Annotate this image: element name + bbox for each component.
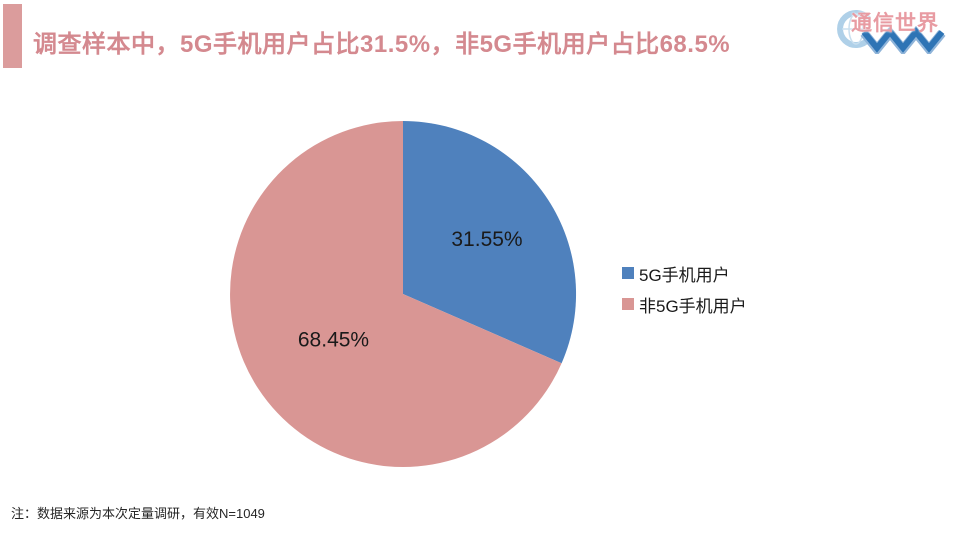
legend-swatch-non5g — [622, 298, 634, 310]
legend-item-5g: 5G手机用户 — [622, 263, 747, 285]
legend-swatch-5g — [622, 267, 634, 279]
pie-slice-0 — [403, 120, 577, 364]
pie-slice-1 — [230, 121, 562, 467]
logo-globe-c — [837, 10, 871, 48]
cww-logo-text: 通信世界 — [851, 12, 939, 35]
pie-chart: 31.55% 68.45% — [230, 120, 577, 467]
page-title: 调查样本中，5G手机用户占比31.5%，非5G手机用户占比68.5% — [33, 31, 731, 58]
pie-label-0: 31.55% — [451, 228, 522, 251]
legend-label-5g: 5G手机用户 — [639, 265, 730, 285]
logo-www-front — [861, 27, 945, 53]
title-accent-bar — [3, 4, 22, 68]
pie-label-1: 68.45% — [298, 329, 369, 352]
legend-item-non5g: 非5G手机用户 — [622, 294, 747, 316]
chart-legend: 5G手机用户 非5G手机用户 — [622, 263, 747, 325]
cww-logo: 通信世界 — [834, 2, 960, 54]
cww-logo-mark — [837, 10, 946, 54]
legend-label-non5g: 非5G手机用户 — [639, 296, 747, 316]
source-note: 注：数据来源为本次定量调研，有效N=1049 — [11, 506, 265, 521]
